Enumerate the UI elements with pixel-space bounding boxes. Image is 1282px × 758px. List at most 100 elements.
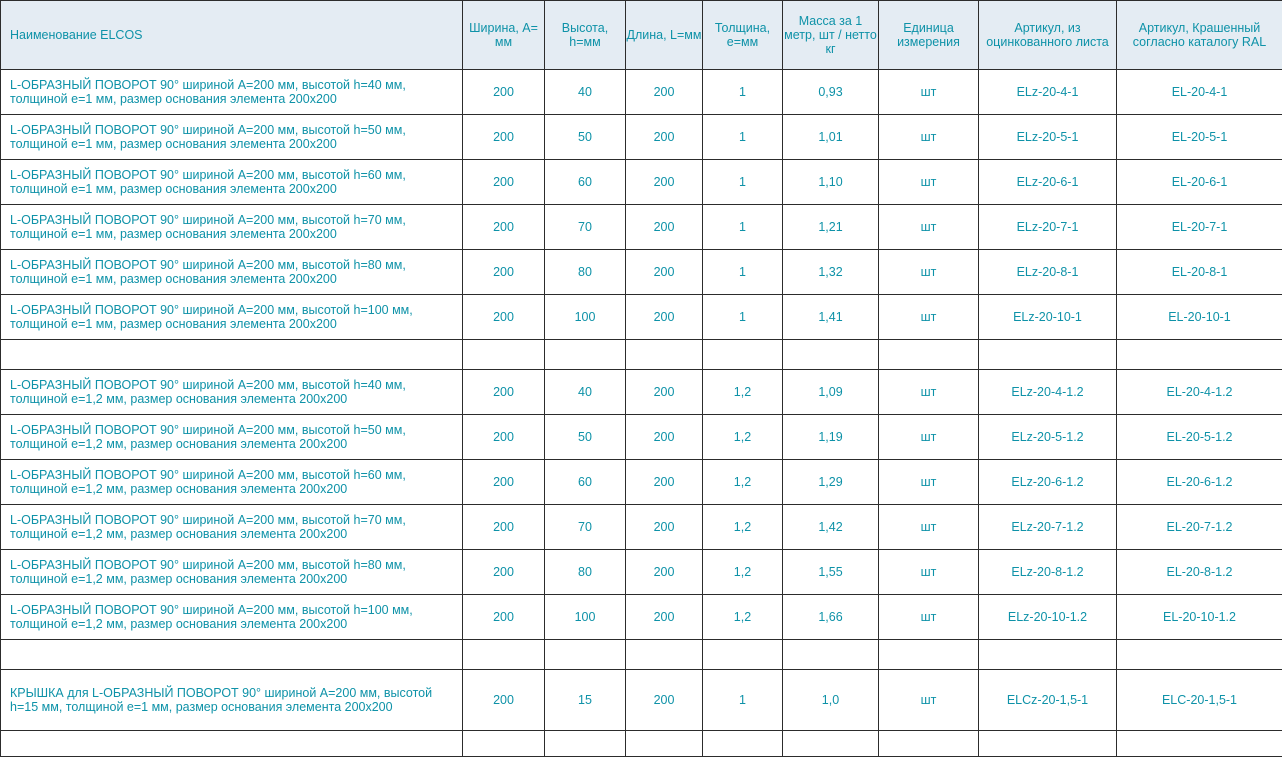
cell-unit: шт (878, 294, 979, 340)
cell-length: 200 (625, 504, 703, 550)
cell-sku-galvanized: ELz-20-10-1 (978, 294, 1117, 340)
cell-length: 200 (625, 159, 703, 205)
cell-sku-painted: EL-20-6-1 (1116, 159, 1282, 205)
cell-mass: 1,01 (782, 114, 879, 160)
cell-thickness: 1 (702, 159, 783, 205)
empty-cell (878, 730, 979, 757)
empty-cell (462, 639, 545, 670)
cell-height: 70 (544, 204, 626, 250)
cell-name: L-ОБРАЗНЫЙ ПОВОРОТ 90° шириной А=200 мм,… (0, 549, 463, 595)
header-mass: Масса за 1 метр, шт / нетто кг (782, 0, 879, 70)
empty-cell (702, 639, 783, 670)
cell-height: 15 (544, 669, 626, 731)
table-row: L-ОБРАЗНЫЙ ПОВОРОТ 90° шириной А=200 мм,… (0, 159, 1282, 205)
cell-width: 200 (462, 414, 545, 460)
cell-sku-galvanized: ELz-20-7-1.2 (978, 504, 1117, 550)
table-row: L-ОБРАЗНЫЙ ПОВОРОТ 90° шириной А=200 мм,… (0, 414, 1282, 460)
empty-cell (0, 639, 463, 670)
empty-cell (544, 339, 626, 370)
cell-thickness: 1,2 (702, 504, 783, 550)
empty-cell (625, 339, 703, 370)
cell-mass: 1,10 (782, 159, 879, 205)
table-row: L-ОБРАЗНЫЙ ПОВОРОТ 90° шириной А=200 мм,… (0, 549, 1282, 595)
cell-unit: шт (878, 69, 979, 115)
cell-sku-galvanized: ELz-20-8-1 (978, 249, 1117, 295)
cell-sku-painted: EL-20-10-1.2 (1116, 594, 1282, 640)
header-name: Наименование ELCOS (0, 0, 463, 70)
table-row: L-ОБРАЗНЫЙ ПОВОРОТ 90° шириной А=200 мм,… (0, 69, 1282, 115)
cell-length: 200 (625, 114, 703, 160)
cell-length: 200 (625, 249, 703, 295)
cell-length: 200 (625, 459, 703, 505)
header-length: Длина, L=мм (625, 0, 703, 70)
cell-sku-galvanized: ELz-20-4-1.2 (978, 369, 1117, 415)
cell-length: 200 (625, 69, 703, 115)
cell-sku-galvanized: ELz-20-6-1.2 (978, 459, 1117, 505)
cell-name: L-ОБРАЗНЫЙ ПОВОРОТ 90° шириной А=200 мм,… (0, 459, 463, 505)
cell-unit: шт (878, 504, 979, 550)
cell-sku-galvanized: ELz-20-5-1.2 (978, 414, 1117, 460)
empty-cell (0, 339, 463, 370)
cell-name: L-ОБРАЗНЫЙ ПОВОРОТ 90° шириной А=200 мм,… (0, 69, 463, 115)
table-row: КРЫШКА для L-ОБРАЗНЫЙ ПОВОРОТ 90° ширино… (0, 669, 1282, 731)
cell-sku-painted: EL-20-8-1 (1116, 249, 1282, 295)
cell-length: 200 (625, 594, 703, 640)
empty-cell (782, 339, 879, 370)
empty-cell (1116, 639, 1282, 670)
cell-width: 200 (462, 294, 545, 340)
cell-sku-galvanized: ELCz-20-1,5-1 (978, 669, 1117, 731)
cell-mass: 1,32 (782, 249, 879, 295)
cell-thickness: 1 (702, 249, 783, 295)
cell-height: 60 (544, 459, 626, 505)
cell-unit: шт (878, 114, 979, 160)
cell-thickness: 1,2 (702, 414, 783, 460)
cell-height: 80 (544, 549, 626, 595)
empty-cell (462, 730, 545, 757)
table-row: L-ОБРАЗНЫЙ ПОВОРОТ 90° шириной А=200 мм,… (0, 504, 1282, 550)
cell-mass: 1,41 (782, 294, 879, 340)
cell-sku-painted: EL-20-5-1.2 (1116, 414, 1282, 460)
cell-unit: шт (878, 249, 979, 295)
cell-mass: 1,29 (782, 459, 879, 505)
cell-length: 200 (625, 414, 703, 460)
cell-sku-painted: EL-20-4-1 (1116, 69, 1282, 115)
cell-unit: шт (878, 459, 979, 505)
cell-mass: 0,93 (782, 69, 879, 115)
cell-unit: шт (878, 669, 979, 731)
cell-mass: 1,19 (782, 414, 879, 460)
cell-name: L-ОБРАЗНЫЙ ПОВОРОТ 90° шириной А=200 мм,… (0, 114, 463, 160)
cell-thickness: 1 (702, 294, 783, 340)
cell-sku-galvanized: ELz-20-6-1 (978, 159, 1117, 205)
empty-cell (878, 639, 979, 670)
cell-height: 80 (544, 249, 626, 295)
cell-sku-painted: EL-20-4-1.2 (1116, 369, 1282, 415)
empty-cell (625, 730, 703, 757)
cell-mass: 1,21 (782, 204, 879, 250)
cell-sku-painted: EL-20-8-1.2 (1116, 549, 1282, 595)
cell-unit: шт (878, 549, 979, 595)
cell-name: L-ОБРАЗНЫЙ ПОВОРОТ 90° шириной А=200 мм,… (0, 249, 463, 295)
cell-name: L-ОБРАЗНЫЙ ПОВОРОТ 90° шириной А=200 мм,… (0, 159, 463, 205)
cell-name: L-ОБРАЗНЫЙ ПОВОРОТ 90° шириной А=200 мм,… (0, 294, 463, 340)
cell-name: L-ОБРАЗНЫЙ ПОВОРОТ 90° шириной А=200 мм,… (0, 414, 463, 460)
cell-unit: шт (878, 414, 979, 460)
cell-name: L-ОБРАЗНЫЙ ПОВОРОТ 90° шириной А=200 мм,… (0, 594, 463, 640)
cell-name: L-ОБРАЗНЫЙ ПОВОРОТ 90° шириной А=200 мм,… (0, 369, 463, 415)
empty-cell (782, 730, 879, 757)
cell-mass: 1,0 (782, 669, 879, 731)
cell-length: 200 (625, 369, 703, 415)
cell-unit: шт (878, 369, 979, 415)
cell-name: L-ОБРАЗНЫЙ ПОВОРОТ 90° шириной А=200 мм,… (0, 504, 463, 550)
empty-cell (544, 730, 626, 757)
cell-unit: шт (878, 594, 979, 640)
empty-cell (625, 639, 703, 670)
header-thickness: Толщина, е=мм (702, 0, 783, 70)
empty-cell (462, 339, 545, 370)
cell-width: 200 (462, 249, 545, 295)
empty-row (0, 339, 1282, 370)
cell-unit: шт (878, 159, 979, 205)
cell-sku-painted: EL-20-7-1 (1116, 204, 1282, 250)
empty-cell (878, 339, 979, 370)
cell-mass: 1,42 (782, 504, 879, 550)
cell-length: 200 (625, 669, 703, 731)
